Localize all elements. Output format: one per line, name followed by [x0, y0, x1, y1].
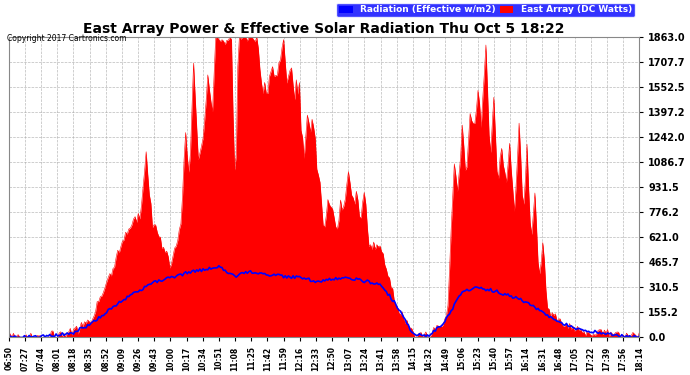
- Title: East Array Power & Effective Solar Radiation Thu Oct 5 18:22: East Array Power & Effective Solar Radia…: [83, 22, 564, 36]
- Text: Copyright 2017 Cartronics.com: Copyright 2017 Cartronics.com: [7, 34, 126, 43]
- Legend: Radiation (Effective w/m2), East Array (DC Watts): Radiation (Effective w/m2), East Array (…: [336, 3, 635, 17]
